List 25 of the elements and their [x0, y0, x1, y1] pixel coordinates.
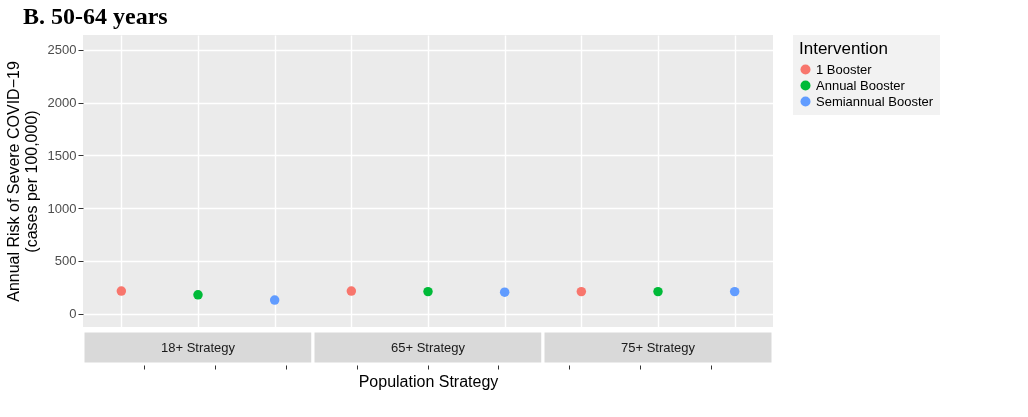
point	[116, 286, 127, 296]
point	[193, 290, 203, 300]
y-tick-label: 0	[69, 306, 77, 322]
point	[423, 286, 433, 297]
chart-title: B. 50-64 years	[23, 3, 168, 29]
point	[499, 287, 510, 297]
text: 65+ Strategy	[390, 339, 466, 355]
point	[653, 286, 663, 297]
point	[346, 286, 357, 296]
y-tick-label: 500	[54, 253, 77, 269]
y-tick-label: 2000	[47, 95, 77, 111]
y-tick-label: 2500	[47, 42, 77, 58]
point	[576, 286, 587, 297]
text: 75+ Strategy	[620, 339, 696, 355]
legend-label: Semiannual Booster	[816, 93, 934, 109]
legend-label: 1 Booster	[816, 61, 873, 77]
legend-title: Intervention	[799, 39, 888, 58]
text: 18+ Strategy	[160, 339, 236, 355]
y-tick-label: 1000	[47, 200, 77, 216]
point	[269, 295, 280, 305]
y-axis-title: Annual Risk of Severe COVID−19 (cases per 100,000)	[4, 61, 40, 302]
legend-label: Annual Booster	[816, 77, 906, 93]
point	[729, 286, 740, 297]
y-tick-label: 1500	[47, 147, 77, 163]
x-axis-title: Population Strategy	[358, 373, 499, 390]
